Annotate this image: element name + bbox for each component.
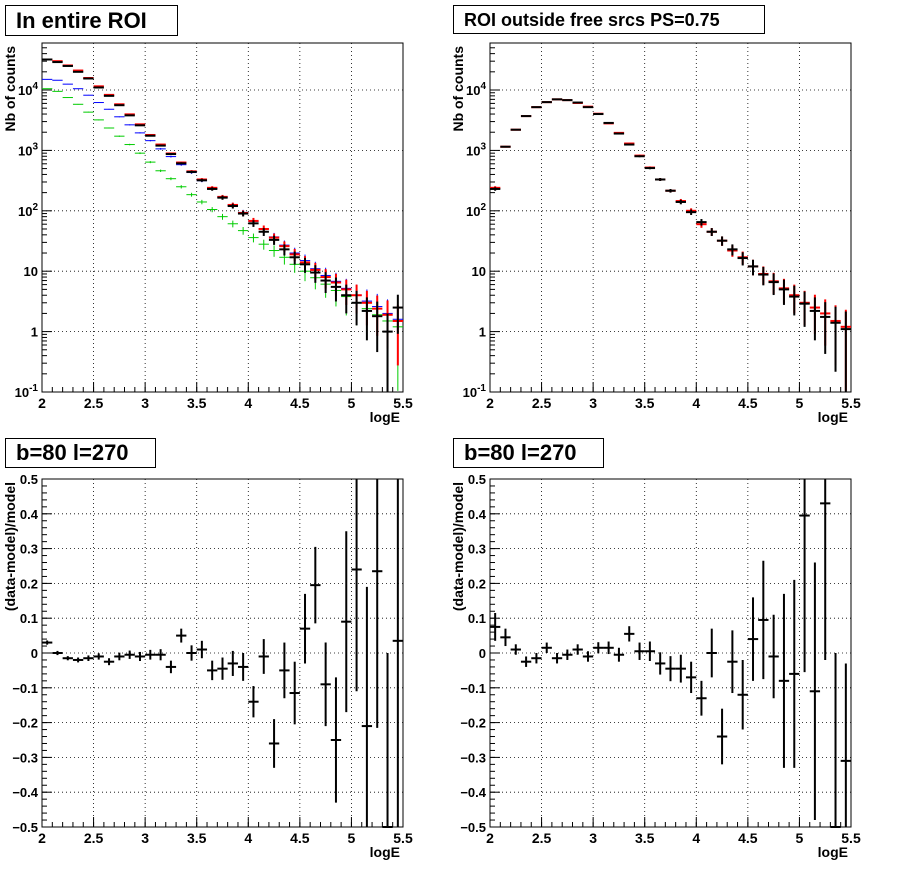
x-tick-label: 4 — [244, 395, 252, 411]
y-tick-label: 1 — [31, 325, 38, 340]
y-tick-label: 0.4 — [468, 507, 487, 522]
y-tick-label: 0 — [31, 646, 38, 661]
y-tick-label: 104 — [466, 81, 486, 98]
x-tick-label: 4 — [692, 830, 700, 846]
y-tick-label: 1 — [479, 325, 486, 340]
plot-frame — [489, 42, 852, 393]
x-tick-label: 4.5 — [738, 395, 758, 411]
x-tick-label: 3.5 — [635, 395, 655, 411]
x-tick-label: 2 — [38, 830, 46, 846]
y-tick-label: −0.5 — [460, 820, 486, 835]
x-tick-label: 5 — [796, 395, 804, 411]
x-tick-label: 5.5 — [393, 395, 413, 411]
x-tick-label: 5 — [348, 830, 356, 846]
x-tick-label: 5 — [348, 395, 356, 411]
x-tick-label: 4.5 — [290, 395, 310, 411]
y-tick-label: 0.1 — [468, 611, 486, 626]
x-axis-label: logE — [370, 844, 400, 860]
y-tick-label: −0.2 — [12, 716, 38, 731]
x-tick-label: 3.5 — [635, 830, 655, 846]
x-tick-label: 5.5 — [841, 395, 861, 411]
x-tick-label: 5.5 — [393, 830, 413, 846]
y-tick-label: −0.3 — [460, 750, 486, 765]
plot-frame — [41, 478, 404, 828]
y-axis-label: Nb of counts — [2, 46, 18, 132]
y-tick-label: 0 — [479, 646, 486, 661]
x-tick-label: 3.5 — [187, 395, 207, 411]
y-tick-label: 0.1 — [20, 611, 38, 626]
x-tick-label: 2 — [486, 395, 494, 411]
y-tick-label: 10 — [24, 264, 38, 279]
x-tick-label: 3 — [141, 830, 149, 846]
x-tick-label: 4.5 — [290, 830, 310, 846]
x-tick-label: 4 — [692, 395, 700, 411]
y-tick-label: −0.1 — [460, 681, 486, 696]
y-tick-label: 103 — [18, 141, 38, 158]
series-green-component — [42, 88, 403, 391]
y-tick-label: 0.2 — [468, 576, 486, 591]
x-tick-label: 5.5 — [841, 830, 861, 846]
x-tick-label: 2.5 — [532, 830, 552, 846]
y-tick-label: 104 — [18, 81, 38, 98]
x-tick-label: 3 — [589, 395, 597, 411]
x-tick-label: 2 — [38, 395, 46, 411]
x-axis-label: logE — [818, 409, 848, 425]
series-residuals — [42, 479, 403, 828]
y-tick-label: −0.3 — [12, 750, 38, 765]
x-tick-label: 2 — [486, 830, 494, 846]
panel-3: 2 2.5 3 3.5 4 4.5 5 5.5 −0.5 −0.4 −0.3 −0.2 −0.1 0 0.1… — [450, 472, 861, 860]
x-tick-label: 3.5 — [187, 830, 207, 846]
x-tick-label: 4.5 — [738, 830, 758, 846]
x-tick-label: 5 — [796, 830, 804, 846]
y-tick-label: 0.3 — [20, 542, 38, 557]
y-tick-label: 10-1 — [463, 383, 487, 400]
y-tick-label: 0.4 — [20, 507, 39, 522]
y-tick-label: −0.4 — [460, 785, 486, 800]
plot-frame — [489, 478, 852, 828]
x-tick-label: 2.5 — [84, 830, 104, 846]
y-tick-label: 102 — [18, 202, 38, 219]
y-axis-label: (data-model)/model — [2, 482, 18, 611]
y-tick-label: 103 — [466, 141, 486, 158]
y-tick-label: −0.4 — [12, 785, 38, 800]
y-axis-label: Nb of counts — [450, 46, 466, 132]
x-tick-label: 4 — [244, 830, 252, 846]
panel-title-residual-right: b=80 l=270 — [453, 438, 604, 468]
series-data — [490, 98, 851, 392]
panel-title-entire-roi: In entire ROI — [5, 5, 178, 36]
y-tick-label: 0.3 — [468, 542, 486, 557]
y-tick-label: 102 — [466, 202, 486, 219]
y-tick-label: −0.1 — [12, 681, 38, 696]
series-model-total — [490, 98, 851, 391]
plot-frame — [41, 42, 404, 393]
x-axis-label: logE — [818, 844, 848, 860]
y-tick-label: −0.2 — [460, 716, 486, 731]
x-tick-label: 2.5 — [532, 395, 552, 411]
panel-title-roi-outside: ROI outside free srcs PS=0.75 — [453, 5, 765, 34]
series-data — [42, 58, 403, 392]
x-tick-label: 3 — [141, 395, 149, 411]
panel-0: 2 2.5 3 3.5 4 4.5 5 5.5 10-1 1 10 102 103 104 logE Nb o… — [2, 42, 413, 425]
y-tick-label: 0.2 — [20, 576, 38, 591]
y-tick-label: −0.5 — [12, 820, 38, 835]
series-model-total — [42, 58, 403, 366]
panel-1: 2 2.5 3 3.5 4 4.5 5 5.5 10-1 1 10 102 103 104 logE Nb o… — [450, 42, 861, 425]
y-tick-label: 0.5 — [20, 472, 38, 487]
x-tick-label: 3 — [589, 830, 597, 846]
y-tick-label: 0.5 — [468, 472, 486, 487]
x-axis-label: logE — [370, 409, 400, 425]
y-tick-label: 10-1 — [15, 383, 39, 400]
x-tick-label: 2.5 — [84, 395, 104, 411]
panel-2: 2 2.5 3 3.5 4 4.5 5 5.5 −0.5 −0.4 −0.3 −0.2 −0.1 0 0.1… — [2, 472, 413, 860]
y-axis-label: (data-model)/model — [450, 482, 466, 611]
panel-title-residual-left: b=80 l=270 — [5, 438, 156, 468]
series-residuals — [490, 479, 851, 828]
y-tick-label: 10 — [472, 264, 486, 279]
